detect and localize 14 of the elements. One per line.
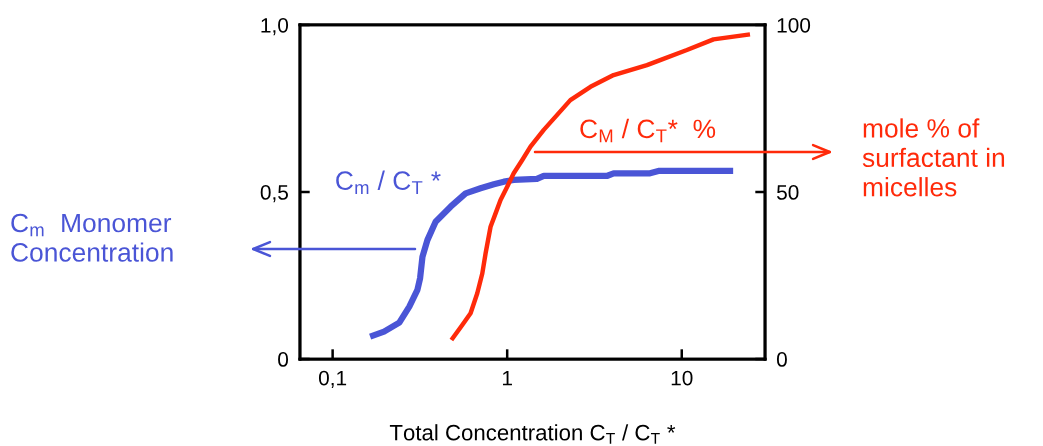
text: C$_{m}$ Monomer Concentration bbox=[11, 213, 173, 262]
y2-tick-label: 100 bbox=[777, 17, 811, 33]
x-tick-label: 10 bbox=[671, 370, 693, 386]
series-label: C$_{m}$ / C$_{T}$ * bbox=[336, 170, 441, 194]
y-tick-label: 1,0 bbox=[261, 17, 289, 36]
x-axis-title: Total Concentration C$_{T}$ / C$_{T}$ * bbox=[389, 424, 676, 444]
y-tick-label: 0,5 bbox=[260, 185, 288, 203]
y-tick-label: 0 bbox=[278, 352, 289, 367]
text: mole % of surfactant in micelles bbox=[862, 118, 1005, 197]
series-label: C$_{M}$ / C$_{T}$* % bbox=[580, 118, 716, 143]
x-tick-label: 1 bbox=[502, 370, 512, 386]
y2-tick-label: 50 bbox=[776, 185, 799, 200]
y2-tick-label: 0 bbox=[776, 352, 787, 367]
x-tick-label: 0,1 bbox=[318, 370, 347, 388]
